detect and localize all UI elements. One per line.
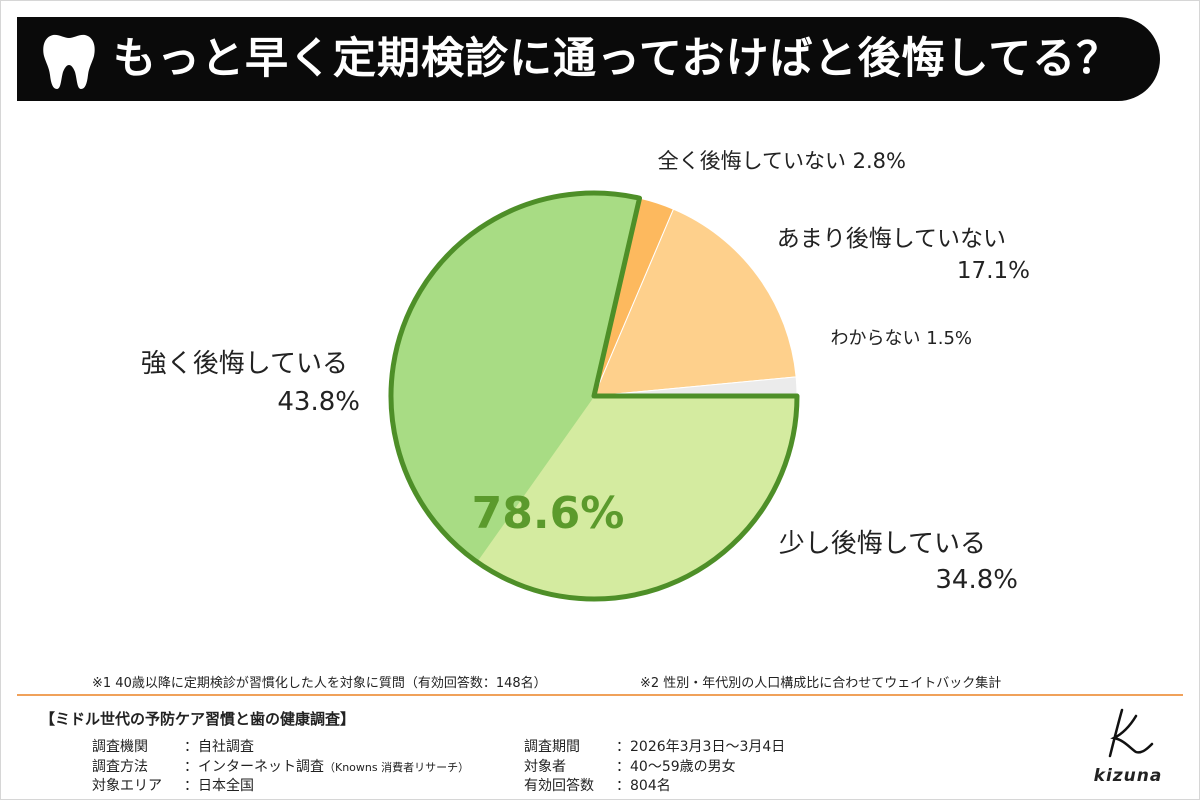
survey-row-method: 調査方法 ：インターネット調査（Knowns 消費者リサーチ） (92, 756, 469, 776)
survey-row-responses: 有効回答数 ：804名 (524, 775, 671, 795)
signature-logo-mark (1108, 708, 1154, 758)
survey-key: 調査期間 (524, 739, 580, 755)
tooth-icon (43, 34, 95, 89)
survey-key: 有効回答数 (524, 778, 594, 794)
slice-label: あまり後悔していない (777, 226, 1006, 252)
slice-label: わからない 1.5% (831, 328, 972, 349)
survey-value: ：40〜59歳の男女 (616, 759, 736, 775)
title-banner: もっと早く定期検診に通っておけばと後悔してる？ (17, 17, 1160, 101)
brand-logo-text: kizuna (1093, 766, 1163, 786)
survey-value: ：インターネット調査 (184, 759, 324, 775)
survey-row-area: 対象エリア ：日本全国 (92, 775, 254, 795)
group-total-label: 78.6% (472, 488, 625, 539)
slice-value-label: 17.1% (957, 258, 1030, 284)
survey-row-agency: 調査機関 ：自社調査 (92, 736, 254, 756)
footnote-2: ※2 性別・年代別の人口構成比に合わせてウェイトバック集計 (640, 676, 1002, 691)
pie-chart: 78.6% 少し後悔している 34.8% 強く後悔している 43.8% 全く後悔していない… (141, 149, 1030, 602)
pie-slice (593, 208, 797, 397)
survey-row-period: 調査期間 ：2026年3月3日〜3月4日 (524, 736, 785, 756)
survey-row-target: 対象者 ：40〜59歳の男女 (524, 756, 736, 776)
survey-key: 対象者 (524, 759, 566, 775)
page-title: もっと早く定期検診に通っておけばと後悔してる？ (113, 34, 1121, 84)
slice-label: 強く後悔している (141, 349, 348, 379)
survey-value: ：2026年3月3日〜3月4日 (616, 739, 786, 755)
slice-label: 全く後悔していない 2.8% (658, 149, 906, 173)
survey-value: ：804名 (616, 778, 671, 794)
survey-heading: 【ミドル世代の予防ケア習慣と歯の健康調査】 (40, 710, 356, 728)
slice-label: 少し後悔している (779, 529, 986, 559)
survey-value: ：自社調査 (184, 739, 254, 755)
survey-value: ：日本全国 (184, 778, 254, 794)
survey-key: 調査機関 (92, 739, 148, 755)
regret-group-outline (388, 190, 800, 602)
slice-value-label: 43.8% (277, 387, 360, 417)
survey-key: 調査方法 (92, 759, 148, 775)
slice-value-label: 34.8% (935, 565, 1018, 595)
survey-value-note: （Knowns 消費者リサーチ） (324, 761, 470, 774)
survey-key: 対象エリア (92, 778, 162, 794)
divider-line (17, 694, 1183, 696)
footnote-1: ※1 40歳以降に定期検診が習慣化した人を対象に質問（有効回答数：148名） (92, 676, 547, 691)
